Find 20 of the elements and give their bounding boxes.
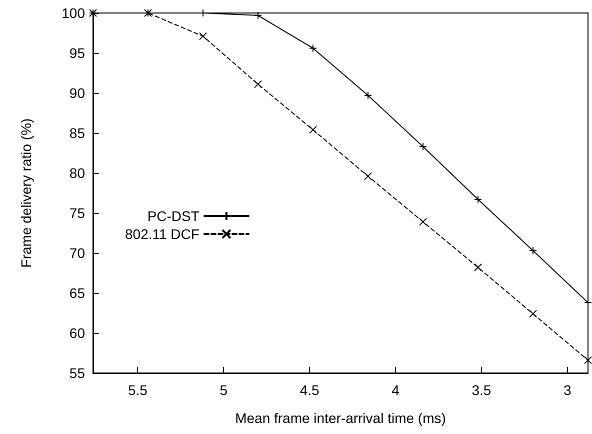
y-axis-title: Frame delivery ratio (%) <box>18 118 34 268</box>
legend-label: PC-DST <box>147 208 200 224</box>
y-tick-label: 75 <box>69 205 86 221</box>
x-tick-label: 3.5 <box>472 382 492 398</box>
legend-label: 802.11 DCF <box>124 226 200 242</box>
x-tick-label: 5 <box>220 382 228 398</box>
x-tick-label: 4.5 <box>300 382 320 398</box>
x-tick-label: 3 <box>563 382 572 398</box>
y-tick-label: 90 <box>69 85 86 101</box>
y-tick-label: 55 <box>69 365 86 381</box>
x-tick-label: 5.5 <box>128 382 148 398</box>
x-tick-label: 4 <box>392 382 400 398</box>
y-tick-label: 65 <box>69 285 86 301</box>
y-tick-label: 95 <box>69 45 86 61</box>
y-tick-label: 60 <box>69 325 86 341</box>
y-tick-label: 100 <box>62 5 86 21</box>
x-axis-title: Mean frame inter-arrival time (ms) <box>235 410 446 426</box>
y-tick-label: 70 <box>69 245 86 261</box>
y-tick-label: 80 <box>69 165 86 181</box>
y-tick-label: 85 <box>69 125 86 141</box>
